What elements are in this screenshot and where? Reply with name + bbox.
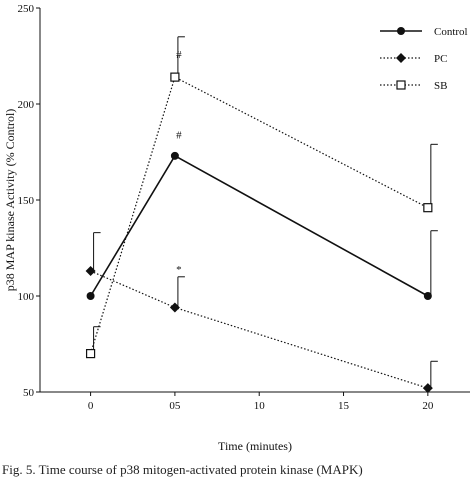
data-point-sb bbox=[423, 203, 433, 213]
y-tick-label: 50 bbox=[23, 387, 35, 399]
legend-item-control: Control bbox=[380, 26, 468, 38]
legend-marker-sb bbox=[396, 80, 406, 90]
legend-label-control: Control bbox=[434, 26, 468, 38]
data-point-control bbox=[170, 151, 179, 160]
legend-item-pc: PC bbox=[380, 53, 447, 65]
series-line-sb bbox=[90, 76, 429, 354]
legend-label-pc: PC bbox=[434, 53, 447, 65]
annotation-layer: # # * bbox=[176, 49, 182, 276]
data-point-pc bbox=[422, 383, 433, 394]
series-layer bbox=[85, 36, 438, 394]
data-point-control bbox=[423, 292, 432, 300]
figure-caption: Fig. 5. Time course of p38 mitogen-activ… bbox=[2, 462, 363, 477]
x-axis-label: Time (minutes) bbox=[218, 439, 292, 453]
significance-marker: # bbox=[176, 49, 182, 61]
y-tick-label: 200 bbox=[18, 99, 35, 111]
x-tick-label: 15 bbox=[338, 400, 350, 412]
x-tick-label: 20 bbox=[422, 400, 434, 412]
data-point-pc bbox=[169, 302, 180, 313]
series-control bbox=[86, 151, 438, 300]
legend-marker-pc bbox=[396, 53, 406, 63]
axes: 50 100 150 200 250 0 05 10 15 20 bbox=[18, 3, 470, 412]
y-tick-label: 250 bbox=[18, 3, 35, 15]
significance-marker: # bbox=[176, 130, 182, 142]
y-tick-label: 100 bbox=[18, 291, 35, 303]
series-sb bbox=[85, 36, 438, 359]
significance-marker: * bbox=[176, 264, 182, 276]
y-axis-label: p38 MAP kinase Activity (% Control) bbox=[3, 109, 17, 292]
data-point-sb bbox=[85, 349, 96, 359]
x-tick-label: 0 bbox=[88, 400, 94, 412]
legend-label-sb: SB bbox=[434, 80, 447, 92]
data-point-pc bbox=[85, 266, 96, 277]
x-tick-label: 05 bbox=[169, 400, 181, 412]
legend: Control PC SB bbox=[380, 26, 468, 92]
series-line-control bbox=[89, 154, 429, 297]
legend-marker-control bbox=[397, 27, 405, 35]
data-point-sb bbox=[170, 72, 180, 82]
series-pc bbox=[85, 232, 438, 394]
data-point-control bbox=[86, 292, 95, 300]
legend-item-sb: SB bbox=[380, 80, 447, 92]
y-tick-label: 150 bbox=[18, 195, 35, 207]
x-tick-label: 10 bbox=[254, 400, 266, 412]
series-line-pc bbox=[90, 270, 429, 389]
